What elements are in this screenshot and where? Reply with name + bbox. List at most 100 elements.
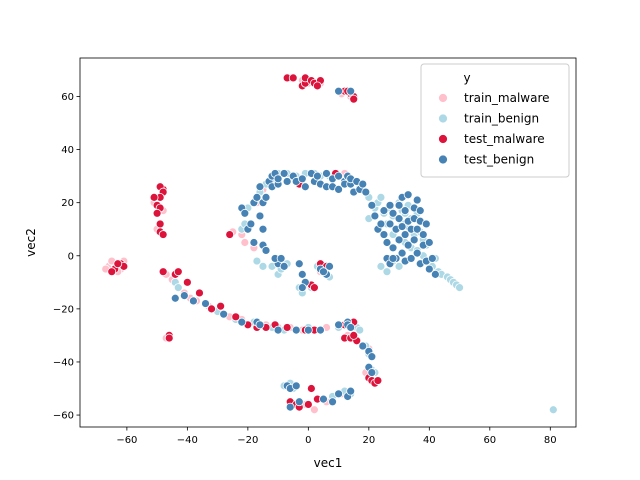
x-tick-label: 80 bbox=[544, 435, 557, 446]
point-train_benign-44 bbox=[258, 261, 268, 271]
point-test_benign-98 bbox=[385, 219, 395, 229]
point-test_benign-57 bbox=[297, 174, 307, 184]
point-test_benign-104 bbox=[394, 214, 404, 224]
point-test_malware-20 bbox=[195, 288, 204, 298]
point-test_malware-11 bbox=[152, 208, 162, 218]
point-test_benign-124 bbox=[415, 206, 425, 216]
x-axis-ticks: −60 −40 −20 0 20 40 60 80 bbox=[116, 427, 557, 446]
point-test_malware-57 bbox=[349, 331, 359, 340]
point-test_benign-45 bbox=[261, 192, 271, 202]
point-test_benign-26 bbox=[334, 389, 343, 399]
point-test_malware-16 bbox=[158, 267, 168, 277]
y-tick-label: 40 bbox=[61, 145, 74, 156]
x-tick-label: −40 bbox=[177, 435, 198, 446]
legend-label-train_malware: train_malware bbox=[464, 91, 550, 105]
point-test_benign-90 bbox=[319, 267, 328, 277]
point-test_malware-4 bbox=[107, 267, 117, 277]
point-test_benign-40 bbox=[255, 211, 265, 221]
point-test_benign-105 bbox=[394, 235, 404, 245]
point-test_malware-24 bbox=[231, 312, 241, 322]
point-test_benign-58 bbox=[300, 182, 310, 192]
point-train_malware-50 bbox=[240, 238, 250, 247]
point-test_benign-0 bbox=[170, 293, 180, 303]
point-test_benign-64 bbox=[322, 169, 331, 178]
y-tick-label: 20 bbox=[61, 198, 74, 209]
point-test_benign-108 bbox=[397, 222, 407, 231]
legend-marker-test_benign bbox=[438, 154, 448, 165]
point-test_benign-39 bbox=[252, 192, 262, 202]
plot-frame bbox=[79, 57, 577, 428]
point-test_benign-20 bbox=[367, 368, 377, 377]
point-test_benign-111 bbox=[400, 230, 410, 239]
point-test_benign-100 bbox=[388, 208, 398, 218]
point-test_malware-12 bbox=[155, 219, 165, 229]
point-test_benign-89 bbox=[325, 261, 334, 271]
point-train_benign-95 bbox=[548, 405, 558, 415]
point-test_benign-132 bbox=[424, 264, 434, 274]
point-test_benign-121 bbox=[412, 195, 422, 205]
point-test_malware-35 bbox=[225, 230, 235, 239]
point-test_malware-15 bbox=[149, 192, 159, 202]
point-test_malware-69 bbox=[309, 283, 319, 293]
point-test_benign-52 bbox=[273, 174, 283, 184]
point-test_benign-8 bbox=[273, 325, 283, 335]
point-train_benign-94 bbox=[394, 261, 404, 271]
point-test_malware-18 bbox=[173, 267, 183, 277]
legend-marker-test_malware bbox=[438, 134, 448, 144]
point-test_benign-30 bbox=[294, 397, 304, 407]
point-test_benign-67 bbox=[334, 171, 343, 181]
point-test_benign-78 bbox=[361, 187, 371, 197]
legend-entries: train_malware train_benign test_malwaretes… bbox=[438, 91, 550, 167]
legend-label-test_benign: test_benign bbox=[464, 153, 534, 167]
point-test_benign-28 bbox=[346, 386, 356, 396]
point-test_benign-84 bbox=[297, 269, 307, 279]
point-test_benign-37 bbox=[249, 238, 259, 247]
x-axis-label: vec1 bbox=[314, 456, 343, 470]
point-test_malware-37 bbox=[288, 73, 298, 83]
x-tick-label: −20 bbox=[237, 435, 258, 446]
point-train_benign-58 bbox=[376, 192, 386, 202]
point-test_benign-1 bbox=[179, 291, 189, 300]
point-test_benign-92 bbox=[370, 211, 380, 221]
legend-marker-train_benign bbox=[438, 113, 448, 124]
y-tick-label: −40 bbox=[53, 357, 74, 368]
legend-box bbox=[420, 63, 570, 178]
y-tick-label: 60 bbox=[61, 92, 74, 103]
point-test_benign-10 bbox=[303, 325, 313, 335]
point-test_benign-96 bbox=[379, 206, 389, 216]
point-test_malware-66 bbox=[306, 384, 316, 393]
point-test_malware-22 bbox=[207, 304, 216, 314]
point-test_benign-120 bbox=[409, 235, 419, 245]
point-test_malware-61 bbox=[373, 376, 383, 385]
point-test_benign-41 bbox=[255, 182, 265, 192]
point-test_malware-19 bbox=[182, 277, 192, 287]
point-test_benign-43 bbox=[258, 224, 268, 234]
point-test_benign-94 bbox=[376, 219, 386, 229]
point-test_benign-15 bbox=[346, 323, 356, 332]
legend-marker-train_malware bbox=[438, 93, 448, 103]
point-test_malware-26 bbox=[164, 333, 174, 343]
point-test_benign-11 bbox=[316, 325, 325, 335]
point-train_benign-92 bbox=[382, 267, 392, 277]
point-test_benign-61 bbox=[313, 171, 322, 181]
point-test_malware-44 bbox=[313, 81, 322, 91]
point-test_benign-82 bbox=[276, 254, 286, 263]
x-tick-label: 60 bbox=[483, 435, 496, 446]
point-test_benign-77 bbox=[358, 179, 368, 189]
point-test_benign-2 bbox=[189, 296, 198, 306]
point-test_benign-16 bbox=[358, 341, 368, 351]
point-test_benign-12 bbox=[334, 320, 343, 330]
y-axis-ticks: −60 −40 −20 0 20 40 60 bbox=[53, 92, 80, 422]
point-test_benign-68 bbox=[334, 185, 343, 194]
point-test_benign-46 bbox=[261, 246, 271, 255]
point-train_benign-43 bbox=[252, 256, 262, 266]
point-train_benign-91 bbox=[376, 261, 386, 271]
point-test_benign-23 bbox=[291, 381, 301, 391]
point-test_benign-109 bbox=[397, 248, 407, 258]
point-test_benign-53 bbox=[279, 169, 289, 178]
point-test_malware-23 bbox=[216, 301, 226, 311]
point-test_benign-123 bbox=[412, 248, 422, 258]
point-test_malware-3 bbox=[113, 259, 123, 269]
point-test_benign-34 bbox=[240, 208, 250, 218]
